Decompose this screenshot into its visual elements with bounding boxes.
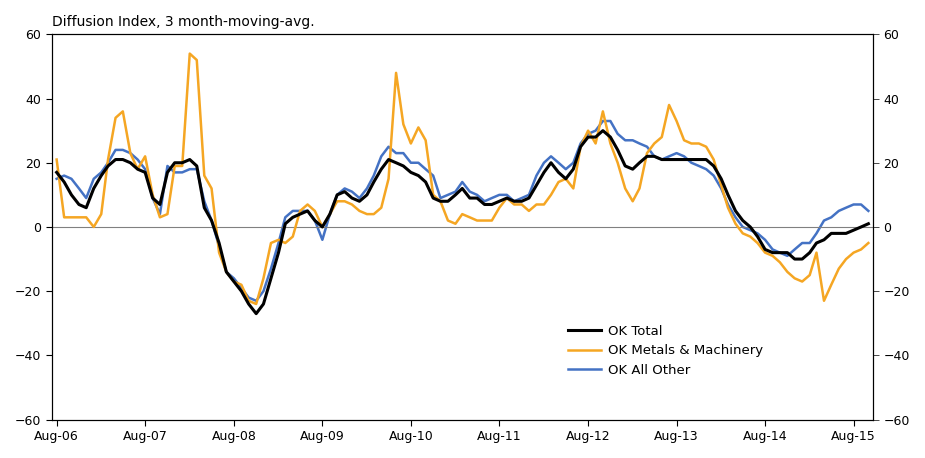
Line: OK Total: OK Total xyxy=(56,131,869,314)
Line: OK All Other: OK All Other xyxy=(56,121,869,301)
Text: Diffusion Index, 3 month-moving-avg.: Diffusion Index, 3 month-moving-avg. xyxy=(52,15,315,29)
Legend: OK Total, OK Metals & Machinery, OK All Other: OK Total, OK Metals & Machinery, OK All … xyxy=(562,319,768,382)
Line: OK Metals & Machinery: OK Metals & Machinery xyxy=(56,54,869,304)
